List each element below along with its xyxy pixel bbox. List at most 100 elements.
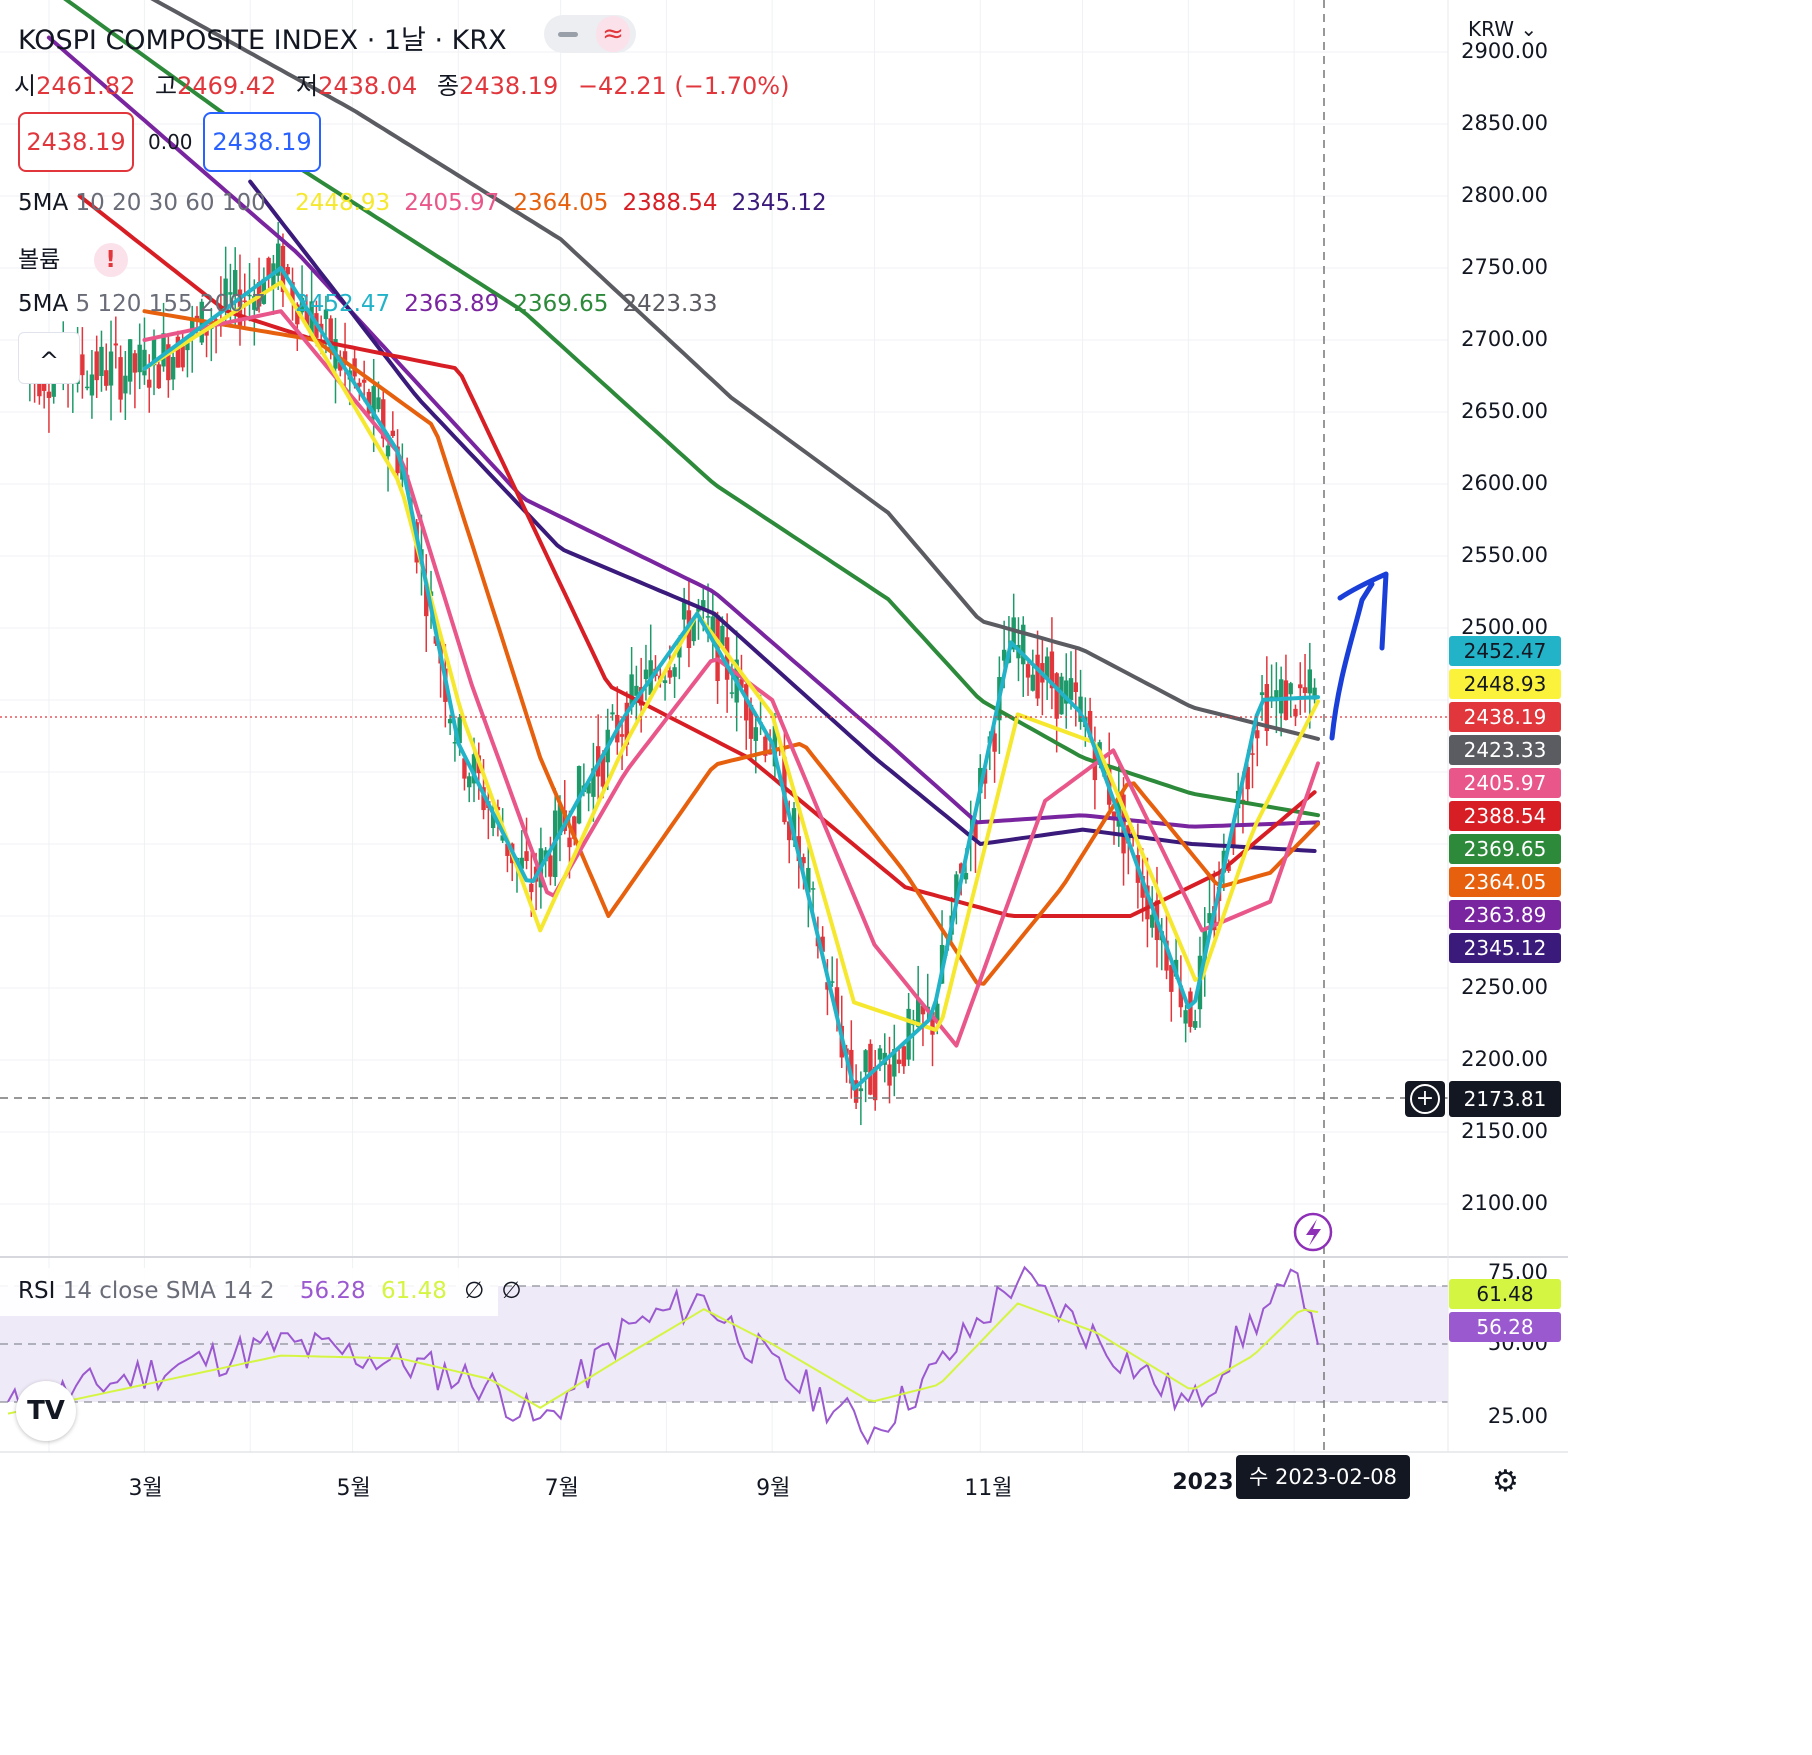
candle-body [290,282,295,303]
candle-body [1307,669,1313,694]
candle-body [643,669,649,680]
time-tick-label: 5월 [336,1476,371,1501]
candle-body [672,667,677,677]
ma-group2-legend[interactable]: 5MA 5 120 155 200 7 2452.47 2363.89 2369.6… [18,291,718,317]
price-tag: 2364.05 [1449,867,1561,897]
candle-body [371,386,376,419]
candle-body [161,333,166,367]
candle-body [1274,690,1279,700]
candle-body [500,835,505,841]
volume-legend[interactable]: 볼륨 ! [18,240,128,277]
candle-body [638,687,644,706]
currency-select[interactable]: KRW ⌄ [1468,17,1538,41]
chevron-up-icon[interactable]: ^ [38,347,60,375]
price-tag: 2452.47 [1449,636,1561,666]
candle-body [701,600,706,608]
ma-group1-legend[interactable]: 5MA 10 20 30 60 100 2448.93 2405.97 2364.0… [18,190,827,216]
candle-body [954,874,959,902]
candle-body [156,364,161,389]
candle-body [729,692,735,694]
candle-body [1054,673,1059,719]
candle-body [1044,656,1050,679]
candle-body [1021,624,1026,665]
buy-button[interactable]: 2438.19 [203,112,321,172]
candle-body [1145,885,1150,920]
candle-body [992,733,997,752]
collapse-legend-button[interactable]: ^ [18,332,80,384]
price-tick-label: 2700.00 [1461,327,1548,351]
candle-body [118,357,123,400]
candle-body [681,602,687,620]
price-tick-label: 2250.00 [1461,975,1548,999]
candle-body [896,1059,902,1064]
price-tick-label: 2200.00 [1461,1047,1548,1071]
candle-body [1312,687,1317,700]
price-tag: 2345.12 [1449,933,1561,963]
candle-body [108,351,114,386]
candle-body [820,936,825,952]
candle-body [80,354,85,376]
price-tag: 2448.93 [1449,669,1561,699]
candle-body [46,391,52,398]
candle-body [1030,674,1036,691]
rsi-tag: 56.28 [1449,1312,1561,1342]
candle-body [1011,617,1016,650]
ma-legend-value: 2423.33 [622,291,718,317]
wave-icon[interactable]: ≈ [596,16,630,52]
candle-body [213,319,219,321]
candle-body [361,379,367,383]
candle-body [906,1008,911,1060]
time-tick-label: 2023 [1172,1470,1234,1495]
candle-body [920,1005,926,1015]
candle-body [1245,767,1250,790]
candle-body [763,736,768,756]
minus-icon[interactable] [558,32,578,37]
rsi-legend-bg [0,1268,498,1316]
candle-body [481,787,486,811]
candle-body [1073,682,1078,693]
candle-body [390,430,396,437]
time-tick-label: 3월 [128,1476,163,1501]
time-tick-label: 7월 [544,1476,579,1501]
candle-body [1064,680,1069,704]
candle-body [89,374,95,396]
candle-body [662,680,668,684]
flash-icon[interactable] [1293,1212,1333,1252]
candle-body [691,619,696,642]
ma-line-10ma [142,280,1320,1032]
candle-body [1178,985,1184,1008]
candle-body [1298,684,1303,689]
ma-legend-value: 2448.93 [295,190,391,216]
candle-body [872,1066,878,1101]
ma-legend-value: 2345.12 [731,190,827,216]
price-tag: 2438.19 [1449,702,1561,732]
legend-toggle[interactable]: ≈ [544,15,636,53]
candle-body [471,754,477,784]
candle-body [1025,664,1031,678]
tradingview-logo-icon[interactable]: TV [16,1381,76,1441]
candle-body [720,625,725,647]
candle-body [151,337,157,366]
candle-body [548,855,553,877]
sell-button[interactable]: 2438.19 [18,112,134,172]
plus-circle-icon[interactable]: + [1410,1084,1440,1114]
ma-legend-value: 2363.89 [404,291,500,317]
crosshair-price-label: 2173.81 [1449,1081,1561,1117]
price-tick-label: 2550.00 [1461,543,1548,567]
rsi-legend[interactable]: RSI 14 close SMA 14 2 56.28 61.48 ∅ ∅ [18,1278,522,1304]
candle-body [1231,826,1236,848]
candle-body [51,372,56,397]
rsi-series [7,1265,1319,1446]
settings-gear-icon[interactable]: ⚙ [1492,1464,1519,1499]
candle-body [1164,940,1169,971]
candle-body [849,1049,854,1084]
rsi-tag: 61.48 [1449,1279,1561,1309]
candle-body [958,863,964,874]
add-alert-button[interactable]: + [1405,1081,1445,1117]
candle-body [619,734,625,737]
candle-body [142,349,147,376]
alert-icon[interactable]: ! [93,243,128,277]
candle-body [600,754,606,787]
candle-body [915,998,921,1027]
candle-body [892,1049,897,1077]
